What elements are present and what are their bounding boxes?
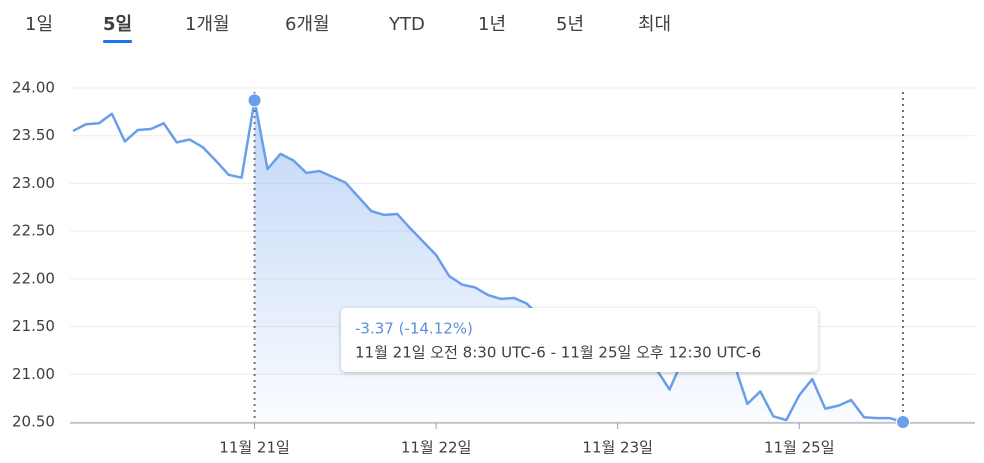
range-tab[interactable]: 5년 xyxy=(556,14,584,35)
range-tab[interactable]: 6개월 xyxy=(285,14,330,35)
y-tick-label: 20.50 xyxy=(12,413,55,431)
y-tick-label: 23.00 xyxy=(12,174,55,192)
y-tick-label: 24.00 xyxy=(12,79,55,97)
range-tab[interactable]: 5일 xyxy=(103,14,132,35)
tooltip-box xyxy=(341,308,818,372)
range-tab[interactable]: YTD xyxy=(388,14,425,35)
price-line xyxy=(72,99,904,424)
y-tick-label: 21.00 xyxy=(12,365,55,383)
range-tabs: 1일 5일 1개월 6개월 YTD 1년 5년 최대 xyxy=(25,14,671,43)
x-tick-label: 11월 21일 xyxy=(219,439,290,457)
tooltip-change: -3.37 (-14.12%) xyxy=(355,320,473,338)
tooltip: -3.37 (-14.12%) 11월 21일 오전 8:30 UTC-6 - 1… xyxy=(341,308,818,372)
plot xyxy=(72,92,910,429)
range-tab[interactable]: 1개월 xyxy=(185,14,230,35)
selection-area xyxy=(254,100,903,423)
y-tick-label: 22.50 xyxy=(12,222,55,240)
range-tab[interactable]: 1일 xyxy=(25,14,53,35)
x-tick-label: 11월 25일 xyxy=(764,439,835,457)
y-tick-label: 21.50 xyxy=(12,317,55,335)
y-tick-label: 23.50 xyxy=(12,126,55,144)
x-tick-label: 11월 22일 xyxy=(401,439,472,457)
selection-point xyxy=(247,93,262,108)
tooltip-range: 11월 21일 오전 8:30 UTC-6 - 11월 25일 오후 12:30… xyxy=(355,344,761,362)
range-tab[interactable]: 1년 xyxy=(478,14,506,35)
y-tick-label: 22.00 xyxy=(12,269,55,287)
x-tick-label: 11월 23일 xyxy=(582,439,653,457)
selection-point xyxy=(896,415,910,429)
range-tab[interactable]: 최대 xyxy=(638,14,671,35)
active-tab-underline xyxy=(103,40,133,43)
